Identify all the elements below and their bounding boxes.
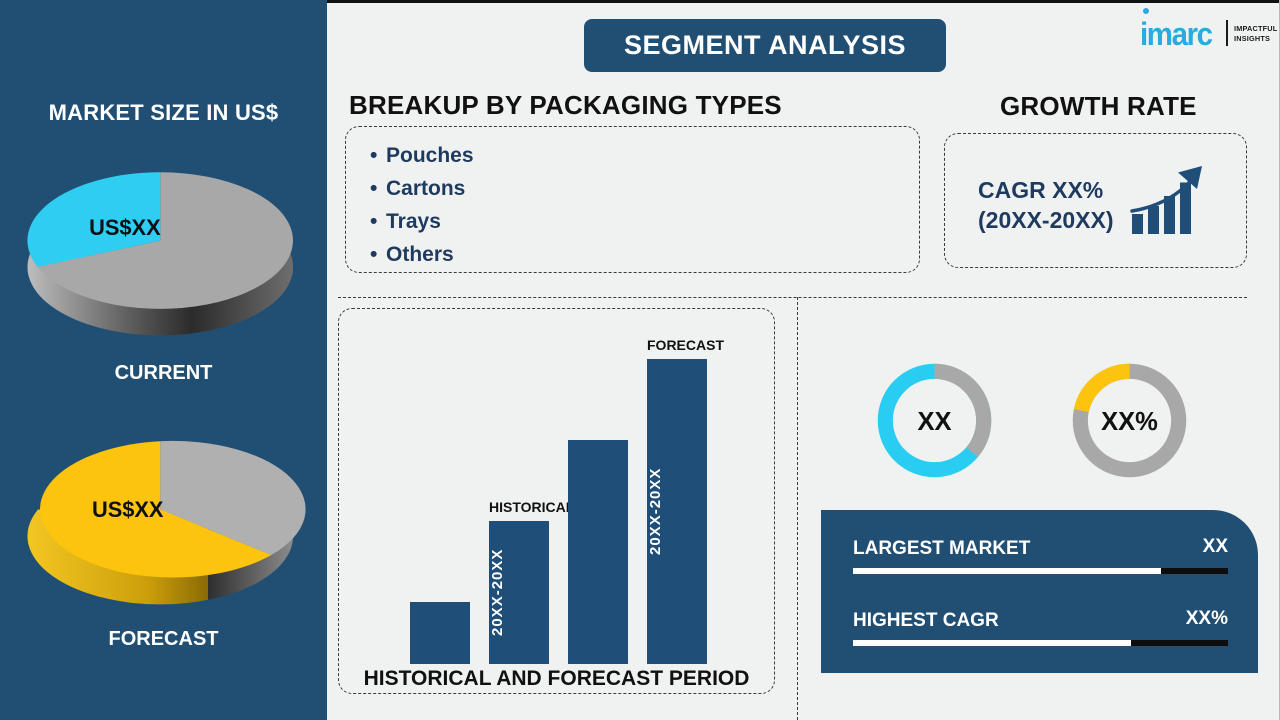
svg-text:XX: XX bbox=[917, 408, 951, 436]
svg-text:XX%: XX% bbox=[1101, 408, 1158, 436]
svg-text:US$XX: US$XX bbox=[92, 497, 164, 522]
svg-text:US$XX: US$XX bbox=[89, 215, 161, 240]
